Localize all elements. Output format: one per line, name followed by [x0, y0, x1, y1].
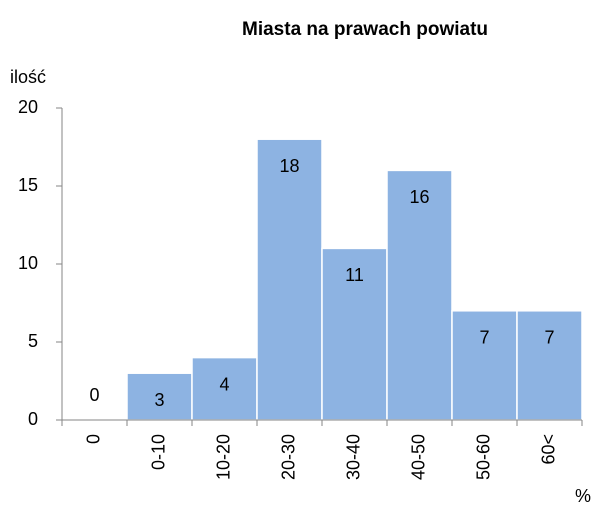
data-label: 0 [89, 385, 99, 405]
y-tick-label: 5 [28, 331, 38, 351]
data-label: 7 [544, 328, 554, 348]
x-tick-label: 60< [538, 434, 558, 465]
y-tick-label: 20 [18, 97, 38, 117]
bar [256, 138, 323, 421]
data-label: 7 [479, 328, 489, 348]
y-axis-label: ilość [10, 67, 46, 87]
data-label: 11 [345, 265, 364, 285]
bar [386, 169, 453, 421]
x-tick-label: 0-10 [148, 434, 168, 470]
x-tick-label: 40-50 [408, 434, 428, 480]
y-tick-label: 15 [18, 175, 38, 195]
y-tick-label: 0 [28, 409, 38, 429]
data-label: 16 [409, 187, 429, 207]
chart-title: Miasta na prawach powiatu [242, 19, 488, 40]
x-axis-label: % [575, 486, 591, 506]
x-tick-label: 10-20 [213, 434, 233, 480]
bar [321, 247, 388, 421]
x-tick-label: 0 [83, 434, 103, 444]
x-tick-label: 50-60 [473, 434, 493, 480]
data-label: 3 [154, 390, 164, 410]
data-label: 4 [219, 374, 229, 394]
data-label: 18 [279, 156, 299, 176]
bar [126, 372, 193, 421]
y-tick-label: 10 [18, 253, 38, 273]
bar [516, 310, 583, 421]
x-tick-label: 20-30 [278, 434, 298, 480]
x-tick-label: 30-40 [343, 434, 363, 480]
